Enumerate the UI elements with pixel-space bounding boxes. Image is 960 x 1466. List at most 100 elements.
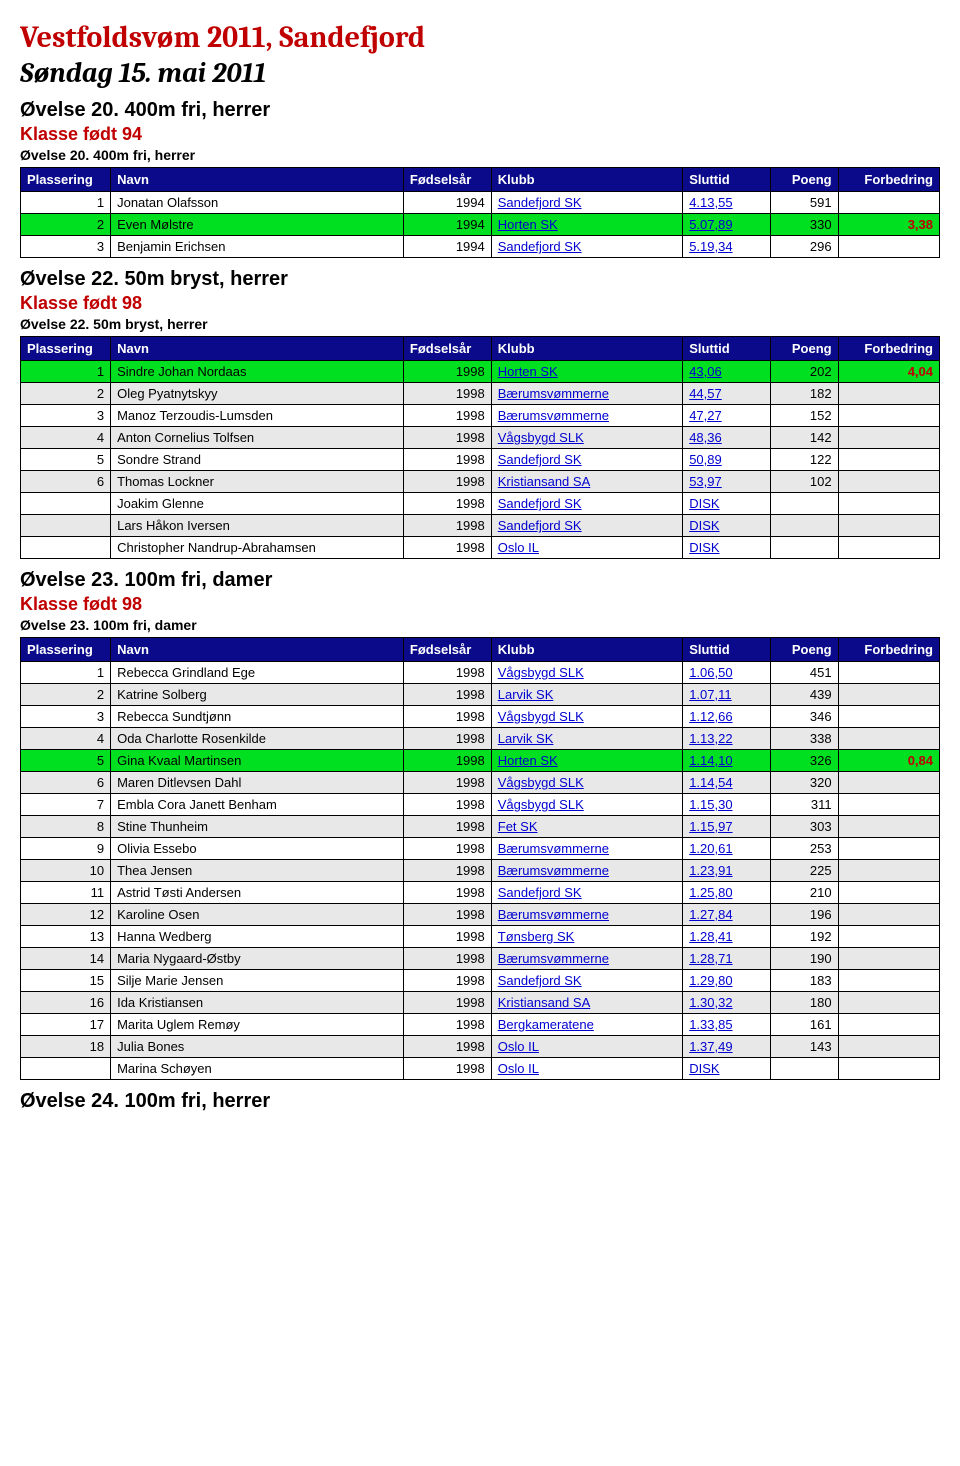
time-link[interactable]: 1.37,49: [689, 1039, 732, 1054]
time-link[interactable]: 1.14,54: [689, 775, 732, 790]
club-link[interactable]: Tønsberg SK: [498, 929, 575, 944]
club-link[interactable]: Sandefjord SK: [498, 496, 582, 511]
col-poeng: Poeng: [771, 168, 839, 192]
club-link[interactable]: Larvik SK: [498, 731, 554, 746]
time-link[interactable]: 53,97: [689, 474, 722, 489]
cell-forbedring: [838, 449, 939, 471]
time-link[interactable]: 1.28,41: [689, 929, 732, 944]
time-link[interactable]: 1.28,71: [689, 951, 732, 966]
club-link[interactable]: Bærumsvømmerne: [498, 951, 609, 966]
cell-forbedring: [838, 427, 939, 449]
club-link[interactable]: Horten SK: [498, 217, 558, 232]
table-row: 17Marita Uglem Remøy1998Bergkameratene1.…: [21, 1014, 940, 1036]
club-link[interactable]: Vågsbygd SLK: [498, 775, 584, 790]
cell-plass: 4: [21, 728, 111, 750]
table-row: 10Thea Jensen1998Bærumsvømmerne1.23,9122…: [21, 860, 940, 882]
club-link[interactable]: Sandefjord SK: [498, 973, 582, 988]
time-link[interactable]: 1.13,22: [689, 731, 732, 746]
cell-klubb: Sandefjord SK: [491, 192, 682, 214]
club-link[interactable]: Kristiansand SA: [498, 474, 591, 489]
club-link[interactable]: Bergkameratene: [498, 1017, 594, 1032]
club-link[interactable]: Sandefjord SK: [498, 452, 582, 467]
time-link[interactable]: 43,06: [689, 364, 722, 379]
cell-year: 1998: [403, 493, 491, 515]
time-link[interactable]: 5.07,89: [689, 217, 732, 232]
cell-plass: 13: [21, 926, 111, 948]
time-link[interactable]: DISK: [689, 496, 719, 511]
time-link[interactable]: 50,89: [689, 452, 722, 467]
club-link[interactable]: Larvik SK: [498, 687, 554, 702]
time-link[interactable]: 47,27: [689, 408, 722, 423]
col-navn: Navn: [111, 168, 404, 192]
cell-forbedring: [838, 684, 939, 706]
cell-forbedring: [838, 816, 939, 838]
time-link[interactable]: 1.15,97: [689, 819, 732, 834]
col-year: Fødselsår: [403, 168, 491, 192]
time-link[interactable]: 1.33,85: [689, 1017, 732, 1032]
time-link[interactable]: 1.25,80: [689, 885, 732, 900]
time-link[interactable]: 1.06,50: [689, 665, 732, 680]
club-link[interactable]: Bærumsvømmerne: [498, 386, 609, 401]
time-link[interactable]: 1.14,10: [689, 753, 732, 768]
results-table: PlasseringNavnFødselsårKlubbSluttidPoeng…: [20, 336, 940, 559]
time-link[interactable]: 4.13,55: [689, 195, 732, 210]
club-link[interactable]: Sandefjord SK: [498, 885, 582, 900]
time-link[interactable]: DISK: [689, 518, 719, 533]
cell-forbedring: [838, 515, 939, 537]
club-link[interactable]: Bærumsvømmerne: [498, 408, 609, 423]
club-link[interactable]: Vågsbygd SLK: [498, 665, 584, 680]
table-row: 9Olivia Essebo1998Bærumsvømmerne1.20,612…: [21, 838, 940, 860]
cell-navn: Even Mølstre: [111, 214, 404, 236]
cell-tid: 1.07,11: [683, 684, 771, 706]
club-link[interactable]: Vågsbygd SLK: [498, 709, 584, 724]
time-link[interactable]: 1.07,11: [689, 687, 731, 702]
cell-plass: 6: [21, 772, 111, 794]
cell-tid: 5.07,89: [683, 214, 771, 236]
time-link[interactable]: 1.30,32: [689, 995, 732, 1010]
club-link[interactable]: Horten SK: [498, 364, 558, 379]
cell-year: 1998: [403, 750, 491, 772]
club-link[interactable]: Vågsbygd SLK: [498, 797, 584, 812]
cell-tid: DISK: [683, 515, 771, 537]
time-link[interactable]: 1.29,80: [689, 973, 732, 988]
cell-klubb: Bærumsvømmerne: [491, 904, 682, 926]
cell-klubb: Oslo IL: [491, 1036, 682, 1058]
cell-poeng: 192: [771, 926, 839, 948]
club-link[interactable]: Bærumsvømmerne: [498, 907, 609, 922]
cell-year: 1994: [403, 214, 491, 236]
club-link[interactable]: Oslo IL: [498, 540, 539, 555]
cell-navn: Thea Jensen: [111, 860, 404, 882]
time-link[interactable]: 1.23,91: [689, 863, 732, 878]
club-link[interactable]: Fet SK: [498, 819, 538, 834]
club-link[interactable]: Bærumsvømmerne: [498, 841, 609, 856]
club-link[interactable]: Horten SK: [498, 753, 558, 768]
club-link[interactable]: Bærumsvømmerne: [498, 863, 609, 878]
club-link[interactable]: Sandefjord SK: [498, 239, 582, 254]
time-link[interactable]: 44,57: [689, 386, 722, 401]
club-link[interactable]: Vågsbygd SLK: [498, 430, 584, 445]
table-row: 11Astrid Tøsti Andersen1998Sandefjord SK…: [21, 882, 940, 904]
club-link[interactable]: Sandefjord SK: [498, 195, 582, 210]
cell-klubb: Bærumsvømmerne: [491, 405, 682, 427]
cell-plass: 12: [21, 904, 111, 926]
event-heading: Øvelse 23. 100m fri, damer: [20, 569, 940, 592]
club-link[interactable]: Oslo IL: [498, 1039, 539, 1054]
time-link[interactable]: 1.15,30: [689, 797, 732, 812]
cell-navn: Sondre Strand: [111, 449, 404, 471]
cell-navn: Sindre Johan Nordaas: [111, 361, 404, 383]
time-link[interactable]: 1.27,84: [689, 907, 732, 922]
time-link[interactable]: DISK: [689, 540, 719, 555]
time-link[interactable]: 5.19,34: [689, 239, 732, 254]
cell-klubb: Bærumsvømmerne: [491, 860, 682, 882]
time-link[interactable]: DISK: [689, 1061, 719, 1076]
cell-navn: Silje Marie Jensen: [111, 970, 404, 992]
time-link[interactable]: 1.12,66: [689, 709, 732, 724]
cell-year: 1994: [403, 236, 491, 258]
table-row: 6Maren Ditlevsen Dahl1998Vågsbygd SLK1.1…: [21, 772, 940, 794]
club-link[interactable]: Sandefjord SK: [498, 518, 582, 533]
club-link[interactable]: Oslo IL: [498, 1061, 539, 1076]
time-link[interactable]: 1.20,61: [689, 841, 732, 856]
club-link[interactable]: Kristiansand SA: [498, 995, 591, 1010]
time-link[interactable]: 48,36: [689, 430, 722, 445]
col-navn: Navn: [111, 337, 404, 361]
